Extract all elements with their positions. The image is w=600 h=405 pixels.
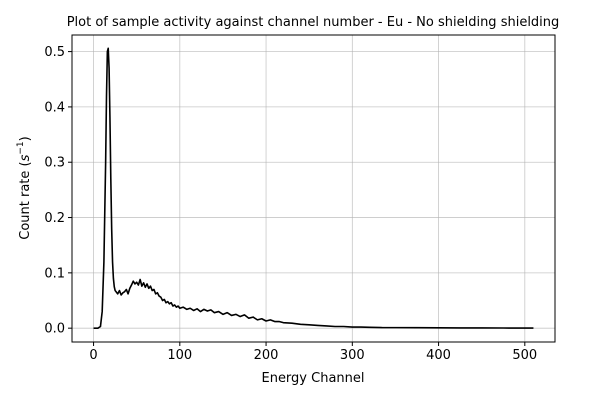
grid-layer [72, 35, 555, 342]
y-axis-label: Count rate (s−1) [16, 136, 33, 240]
tick-layer: 0 100 200 300 400 500 0.0 0.1 0.2 0.3 0.4 0.5 [44, 45, 537, 363]
plot-area-frame [71, 34, 556, 343]
y-axis-label-main: Count rate ( [18, 161, 33, 239]
x-tick-label: 100 [167, 348, 192, 363]
y-axis-label-exponent: −1 [16, 141, 26, 154]
x-tick-label: 0 [89, 348, 97, 363]
y-axis-label-unit: s [18, 154, 33, 161]
x-tick-label: 300 [340, 348, 365, 363]
series-line [93, 47, 534, 329]
y-tick-label: 0.5 [44, 45, 65, 60]
y-tick-label: 0.1 [44, 266, 65, 281]
x-tick-label: 500 [512, 348, 537, 363]
y-tick-label: 0.0 [44, 322, 65, 337]
series-layer [93, 47, 534, 329]
y-tick-label: 0.3 [44, 156, 65, 171]
y-tick-label: 0.4 [44, 100, 65, 115]
y-axis-label-end: ) [18, 136, 33, 141]
y-tick-label: 0.2 [44, 211, 65, 226]
x-tick-label: 200 [254, 348, 279, 363]
x-axis-label: Energy Channel [261, 371, 364, 386]
x-tick-label: 400 [426, 348, 451, 363]
chart-title: Plot of sample activity against channel … [67, 15, 560, 30]
